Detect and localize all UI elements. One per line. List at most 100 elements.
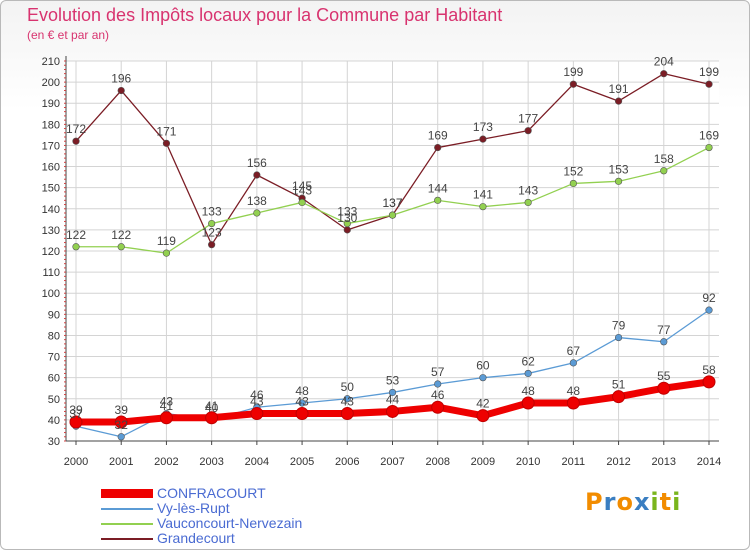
y-tick-label: 120 (42, 246, 60, 258)
x-tick-label: 2003 (199, 456, 223, 468)
data-point (431, 400, 445, 414)
x-tick-label: 2012 (606, 456, 630, 468)
data-point (298, 198, 306, 207)
data-label: 145 (292, 179, 312, 193)
data-point (657, 381, 671, 395)
data-point (660, 70, 668, 78)
data-point (479, 135, 487, 143)
data-label: 43 (250, 395, 264, 409)
legend-swatch (101, 508, 153, 510)
x-tick-label: 2014 (697, 456, 721, 468)
data-point (705, 306, 713, 314)
data-label: 37 (69, 407, 83, 421)
data-label: 158 (654, 152, 674, 166)
data-point (434, 143, 442, 152)
y-tick-label: 70 (48, 352, 60, 364)
data-label: 130 (337, 211, 357, 225)
data-point (476, 409, 490, 423)
data-label: 48 (567, 384, 581, 398)
y-tick-label: 110 (42, 267, 60, 279)
data-point (524, 369, 532, 378)
data-label: 60 (476, 359, 490, 373)
data-label: 153 (609, 162, 629, 176)
x-tick-label: 2013 (652, 456, 676, 468)
data-point (479, 203, 487, 211)
x-tick-label: 2004 (245, 456, 269, 468)
data-label: 143 (518, 183, 538, 197)
data-label: 199 (563, 65, 583, 79)
data-label: 62 (521, 354, 535, 368)
x-tick-label: 2000 (64, 456, 88, 468)
y-tick-label: 40 (48, 415, 60, 427)
data-point (298, 399, 306, 407)
data-label: 42 (476, 397, 490, 411)
x-tick-label: 2008 (425, 456, 449, 468)
data-label: 152 (563, 164, 583, 178)
logo-letter: x (633, 488, 651, 516)
y-tick-label: 100 (42, 288, 60, 300)
data-point (72, 243, 80, 251)
data-label: 67 (567, 344, 581, 358)
data-label: 77 (657, 323, 671, 337)
data-point (524, 127, 532, 135)
data-label: 55 (657, 369, 671, 383)
data-point (295, 407, 309, 421)
data-point (205, 411, 219, 425)
legend-label: Vauconcourt-Nervezain (157, 515, 303, 531)
data-point (386, 404, 399, 418)
data-point (569, 179, 577, 188)
data-point (705, 80, 713, 88)
data-label: 50 (341, 380, 355, 394)
data-label: 133 (202, 205, 222, 219)
data-point (524, 198, 532, 207)
x-tick-label: 2009 (471, 456, 495, 468)
y-tick-label: 160 (42, 162, 60, 174)
legend-label: CONFRACOURT (157, 485, 266, 501)
data-label: 41 (205, 399, 219, 413)
data-point (117, 243, 125, 251)
logo-letter: i (650, 488, 660, 516)
data-point (612, 390, 626, 404)
data-label: 169 (428, 129, 448, 143)
data-label: 177 (518, 112, 538, 126)
grid (66, 60, 719, 442)
data-point (569, 80, 577, 88)
data-label: 32 (115, 418, 129, 432)
data-point (702, 375, 716, 389)
data-label: 141 (473, 188, 493, 202)
legend-swatch (101, 489, 153, 498)
data-label: 144 (428, 181, 448, 195)
data-label: 51 (612, 378, 626, 392)
data-label: 122 (111, 228, 131, 242)
data-point (253, 171, 261, 179)
data-label: 138 (247, 194, 267, 208)
data-point (660, 338, 668, 346)
y-tick-label: 180 (42, 119, 60, 131)
y-tick-label: 90 (48, 309, 60, 321)
data-label: 169 (699, 129, 719, 143)
data-point (159, 411, 173, 425)
data-label: 172 (66, 122, 86, 136)
x-tick-label: 2011 (562, 456, 586, 468)
data-point (434, 380, 442, 388)
logo-letter: t (659, 488, 673, 516)
y-tick-label: 30 (48, 436, 60, 448)
legend-swatch (101, 538, 153, 540)
data-point (162, 249, 171, 257)
data-point (343, 395, 351, 403)
chart-title: Evolution des Impôts locaux pour la Comm… (27, 5, 503, 25)
logo-letter: i (672, 488, 682, 516)
proxiti-logo: Proxiti (585, 488, 681, 516)
data-label: 46 (431, 388, 445, 402)
y-tick-label: 190 (42, 98, 60, 110)
data-label: 43 (341, 395, 355, 409)
data-label: 143 (292, 183, 312, 197)
x-tick-label: 2005 (290, 456, 314, 468)
data-label: 58 (702, 363, 716, 377)
data-label: 44 (386, 392, 400, 406)
data-point (69, 415, 83, 429)
data-point (614, 177, 623, 185)
y-tick-label: 80 (48, 330, 60, 342)
